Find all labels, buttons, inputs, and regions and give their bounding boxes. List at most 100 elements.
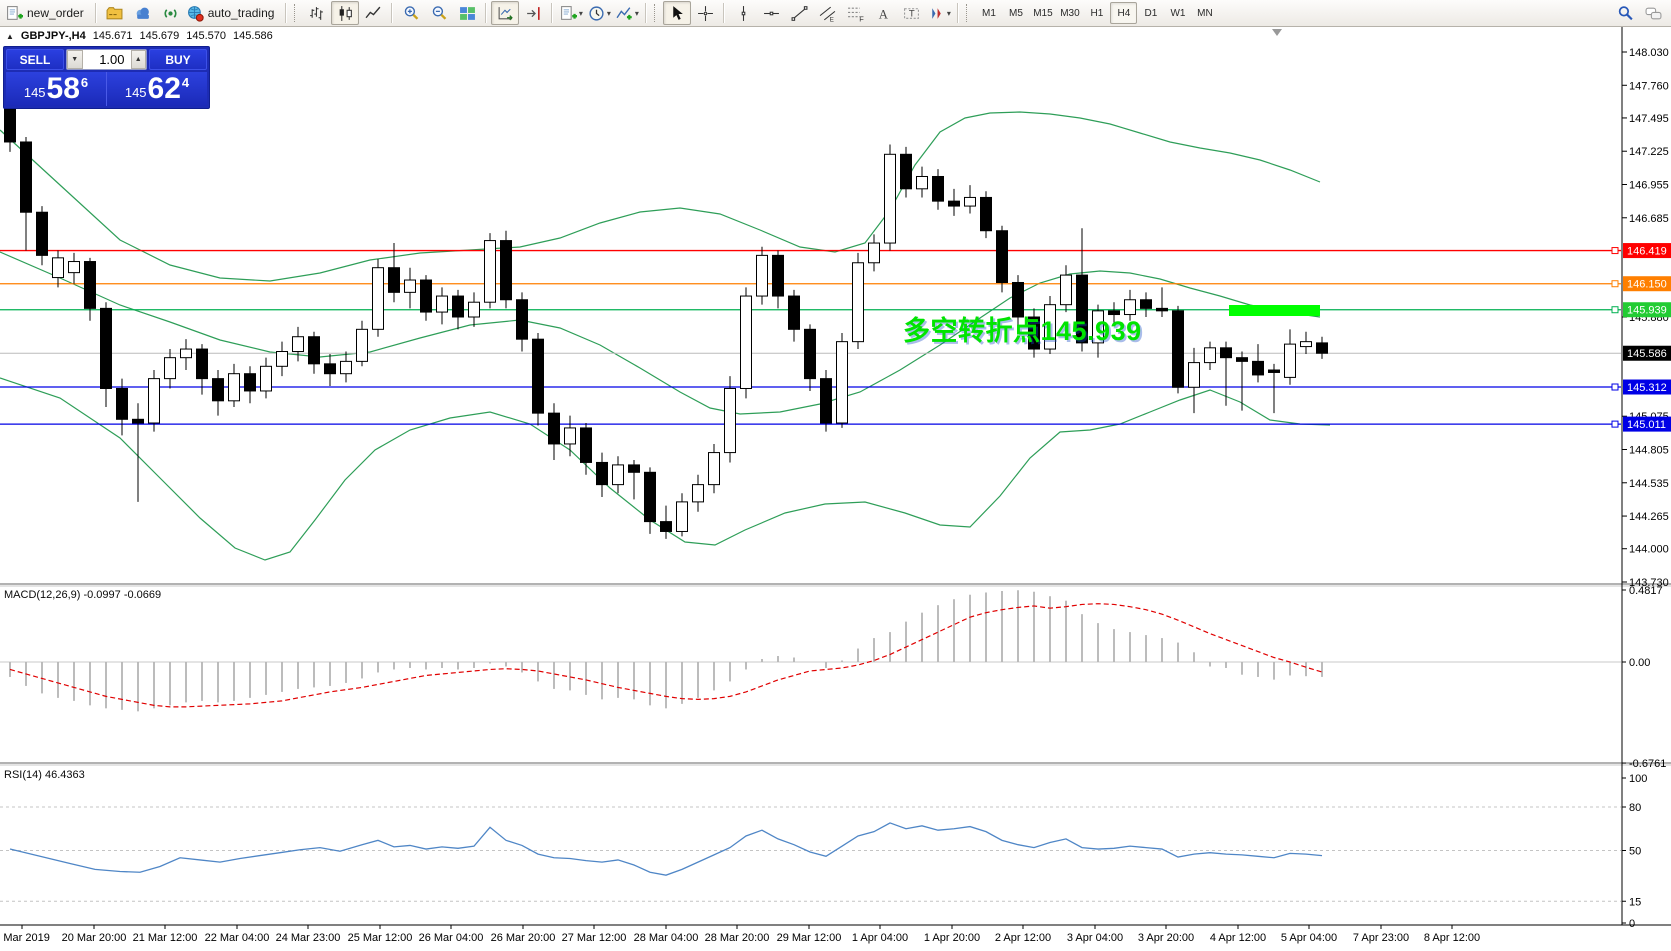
profiles-button[interactable] — [101, 1, 129, 25]
chevron-down-icon: ▾ — [634, 8, 639, 18]
line-chart-button[interactable] — [359, 1, 387, 25]
line-handle[interactable] — [1611, 247, 1619, 255]
fibonacci-tool[interactable]: F — [841, 1, 869, 25]
timeframe-d1-button[interactable]: D1 — [1144, 7, 1158, 19]
timeframe-h4-button[interactable]: H4 — [1110, 2, 1138, 24]
candle-bullish — [356, 328, 368, 362]
candle-bearish — [516, 299, 528, 340]
indicators-dropdown[interactable]: ▾ — [613, 1, 641, 25]
line-handle[interactable] — [1611, 420, 1619, 428]
timeframe-h1-button[interactable]: H1 — [1090, 7, 1104, 19]
collapse-panel-icon[interactable]: ▲ — [6, 31, 14, 41]
new-chart-dropdown[interactable]: ▾ — [557, 1, 585, 25]
line-handle[interactable] — [1611, 280, 1619, 288]
community-chat-button[interactable] — [1639, 1, 1667, 25]
candle-bullish — [884, 153, 896, 244]
toolbar-grip[interactable] — [654, 4, 658, 22]
line-handle[interactable] — [1611, 306, 1619, 314]
sell-button[interactable]: SELL — [6, 49, 64, 70]
bollinger-middle-band[interactable] — [0, 251, 1321, 415]
search-icon-button[interactable] — [1611, 1, 1639, 25]
candle-bullish — [1300, 341, 1312, 348]
chevron-down-icon: ▾ — [578, 8, 583, 18]
price-badge-145.312 — [1623, 379, 1671, 395]
equidistant-channel-tool[interactable]: E — [813, 1, 841, 25]
cursor-tool-button[interactable] — [663, 1, 692, 25]
time-tick-label: 24 Mar 23:00 — [276, 932, 341, 944]
tile-windows-button[interactable] — [453, 1, 481, 25]
candles[interactable] — [4, 97, 1328, 539]
chart-window[interactable]: 148.030 147.760 147.495 147.225 146.955 146.6… — [0, 27, 1671, 951]
volume-increase-button[interactable]: ▲ — [130, 50, 146, 69]
buy-price-display[interactable]: 145 62 4 — [107, 72, 207, 106]
candle-bearish — [1268, 369, 1280, 373]
buy-button[interactable]: BUY — [149, 49, 207, 70]
bollinger-lower-band[interactable] — [0, 377, 1331, 561]
rsi-indicator-label: RSI(14) 46.4363 — [4, 769, 85, 781]
time-tick-label: 7 Apr 23:00 — [1353, 932, 1409, 944]
highlight-rectangle[interactable] — [1229, 305, 1320, 316]
crosshair-tool-button[interactable] — [691, 1, 719, 25]
candle-bearish — [1108, 310, 1120, 316]
zoom-in-button[interactable] — [397, 1, 425, 25]
volume-input[interactable] — [82, 50, 131, 69]
toolbar-grip[interactable] — [294, 4, 298, 22]
horizontal-line-tool[interactable] — [757, 1, 785, 25]
zoom-out-button[interactable] — [425, 1, 453, 25]
line-handle[interactable] — [1611, 383, 1619, 391]
bollinger-upper-band[interactable] — [0, 111, 1321, 282]
volume-spinner: ▼ ▲ — [66, 49, 147, 70]
buy-price-big: 62 — [147, 72, 181, 105]
chart-shift-marker[interactable] — [1272, 29, 1282, 36]
toolbar-grip[interactable] — [966, 4, 970, 22]
timeframe-m1-button[interactable]: M1 — [981, 7, 996, 19]
auto-trading-button-label: auto_trading — [207, 6, 275, 20]
chart-shift-button[interactable] — [519, 1, 547, 25]
candle-bullish — [52, 257, 64, 279]
timeframe-m30-button[interactable]: M30 — [1060, 7, 1080, 19]
time-tick-label: 8 Apr 12:00 — [1424, 932, 1480, 944]
candle-bullish — [724, 387, 736, 454]
rsi-panel[interactable] — [0, 806, 1621, 902]
candle-bearish — [804, 328, 816, 380]
vertical-line-tool[interactable] — [729, 1, 757, 25]
time-tick-label: 26 Mar 04:00 — [419, 932, 484, 944]
periods-dropdown[interactable]: ▾ — [585, 1, 613, 25]
toolbar-separator — [285, 3, 288, 23]
candlestick-chart-button[interactable] — [331, 1, 360, 25]
text-label-tool[interactable]: T — [897, 1, 925, 25]
time-tick-label: 28 Mar 20:00 — [705, 932, 770, 944]
chevron-down-icon: ▾ — [606, 8, 611, 18]
candle-bearish — [948, 200, 960, 207]
main-chart[interactable] — [0, 29, 1621, 561]
text-tool[interactable]: A — [869, 1, 897, 25]
candle-bearish — [196, 348, 208, 380]
auto-trading-button[interactable]: auto_trading — [185, 1, 282, 25]
candle-bullish — [1188, 362, 1200, 388]
svg-text:A: A — [879, 7, 889, 21]
price-badge-145.586 — [1623, 345, 1671, 361]
svg-text:E: E — [830, 16, 834, 22]
navigator-button[interactable] — [157, 1, 185, 25]
macd-panel[interactable] — [0, 590, 1621, 712]
price-badge-145.011 — [1623, 416, 1671, 432]
buy-price-prefix: 145 — [124, 85, 147, 100]
timeframe-m15-button[interactable]: M15 — [1033, 7, 1053, 19]
time-axis[interactable]: 0 Mar 2019 20 Mar 20:00 21 Mar 12:00 22 Mar… — [0, 924, 1671, 944]
candle-bullish — [164, 357, 176, 380]
candle-bullish — [1284, 343, 1296, 378]
new-order-button[interactable]: new_order — [4, 1, 91, 25]
bar-chart-button[interactable] — [303, 1, 331, 25]
timeframe-w1-button[interactable]: W1 — [1170, 7, 1186, 19]
trendline-tool[interactable] — [785, 1, 813, 25]
arrows-dropdown[interactable]: ▾ — [925, 1, 953, 25]
timeframe-m5-button[interactable]: M5 — [1008, 7, 1023, 19]
market-watch-button[interactable] — [129, 1, 157, 25]
volume-decrease-button[interactable]: ▼ — [67, 50, 83, 69]
price-axis[interactable]: 148.030 147.760 147.495 147.225 146.955 146.6… — [1611, 27, 1671, 930]
candle-bullish — [868, 242, 880, 264]
timeframe-mn-button[interactable]: MN — [1197, 7, 1213, 19]
one-click-trading-panel: SELL ▼ ▲ BUY 145 58 6 145 62 4 — [3, 46, 210, 109]
auto-scroll-button[interactable] — [491, 1, 520, 25]
sell-price-display[interactable]: 145 58 6 — [6, 72, 107, 106]
